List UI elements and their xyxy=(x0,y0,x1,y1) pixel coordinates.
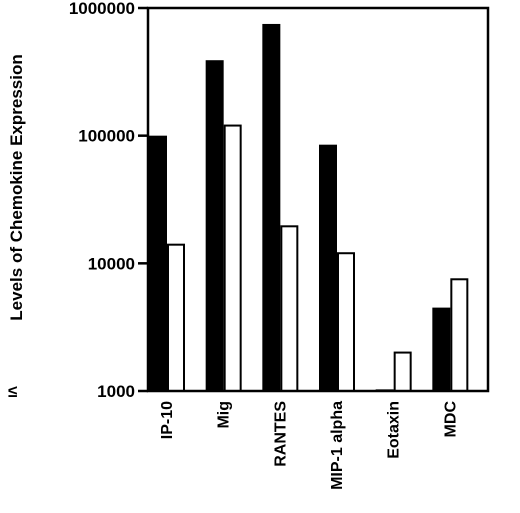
plot-frame xyxy=(146,6,490,393)
y-tick-label: 1000000 xyxy=(69,0,135,18)
y-tick-label: 10000 xyxy=(88,254,135,273)
y-axis-label: Levels of Chemokine Expression xyxy=(7,54,26,320)
y-tick-label: 100000 xyxy=(78,127,135,146)
category-labels: IP-10 Mig RANTES MIP-1 alpha Eotaxin MDC xyxy=(159,401,459,490)
y-min-marker: ≤ xyxy=(8,382,17,401)
bar-mig-filled xyxy=(205,60,224,391)
bar-ip-10-open xyxy=(167,243,185,392)
bar-ip-10-filled xyxy=(149,135,167,391)
bar-rantes-filled xyxy=(262,23,281,392)
bar-mig-open xyxy=(223,124,242,392)
category-label: MIP-1 alpha xyxy=(329,401,346,490)
bar-mip-1-alpha-filled xyxy=(319,144,337,391)
category-label: RANTES xyxy=(272,401,289,467)
bar-mip-1-alpha-open xyxy=(337,252,355,392)
bar-mdc-filled xyxy=(432,307,451,391)
bar-mdc-open xyxy=(450,278,469,392)
category-label: Eotaxin xyxy=(386,401,403,459)
bar-rantes-open xyxy=(280,225,299,392)
y-axis-ticks: 1000000 100000 10000 1000 xyxy=(69,0,148,401)
category-label: MDC xyxy=(442,401,459,438)
category-label: Mig xyxy=(216,401,233,429)
bar-eotaxin-open xyxy=(393,351,412,393)
category-label: IP-10 xyxy=(159,401,176,439)
bars xyxy=(149,23,469,393)
y-tick-label: 1000 xyxy=(97,382,135,401)
